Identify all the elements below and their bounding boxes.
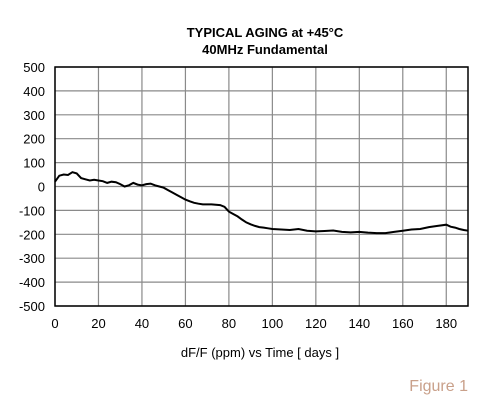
y-tick-label: -100 [19,203,45,218]
chart-title: TYPICAL AGING at +45°C [187,25,344,40]
x-tick-label: 0 [51,316,58,331]
x-tick-label: 80 [222,316,236,331]
plot-frame [54,66,469,307]
y-tick-label: 100 [23,156,45,171]
x-tick-label: 180 [435,316,457,331]
y-tick-label: 500 [23,60,45,75]
x-tick-label: 20 [91,316,105,331]
x-tick-label: 40 [135,316,149,331]
x-tick-labels: 0 20 40 60 80 100 120 140 160 180 [51,316,457,331]
series-line-aging [54,171,469,235]
x-tick-label: 120 [305,316,327,331]
x-tick-label: 100 [262,316,284,331]
y-tick-label: 300 [23,108,45,123]
x-tick-label: 160 [392,316,414,331]
y-tick-label: 200 [23,132,45,147]
y-tick-labels: 500 400 300 200 100 0 -100 -200 -300 -400 -500 [19,60,45,314]
y-tick-label: 0 [38,180,45,195]
chart-subtitle: 40MHz Fundamental [202,42,328,57]
y-tick-label: 400 [23,84,45,99]
y-tick-label: -500 [19,299,45,314]
x-tick-label: 60 [178,316,192,331]
y-tick-label: -300 [19,251,45,266]
figure-label: Figure 1 [409,378,468,395]
grid-lines [54,66,468,307]
x-axis-label: dF/F (ppm) vs Time [ days ] [181,345,339,360]
y-tick-label: -200 [19,227,45,242]
y-tick-label: -400 [19,275,45,290]
x-tick-label: 140 [348,316,370,331]
